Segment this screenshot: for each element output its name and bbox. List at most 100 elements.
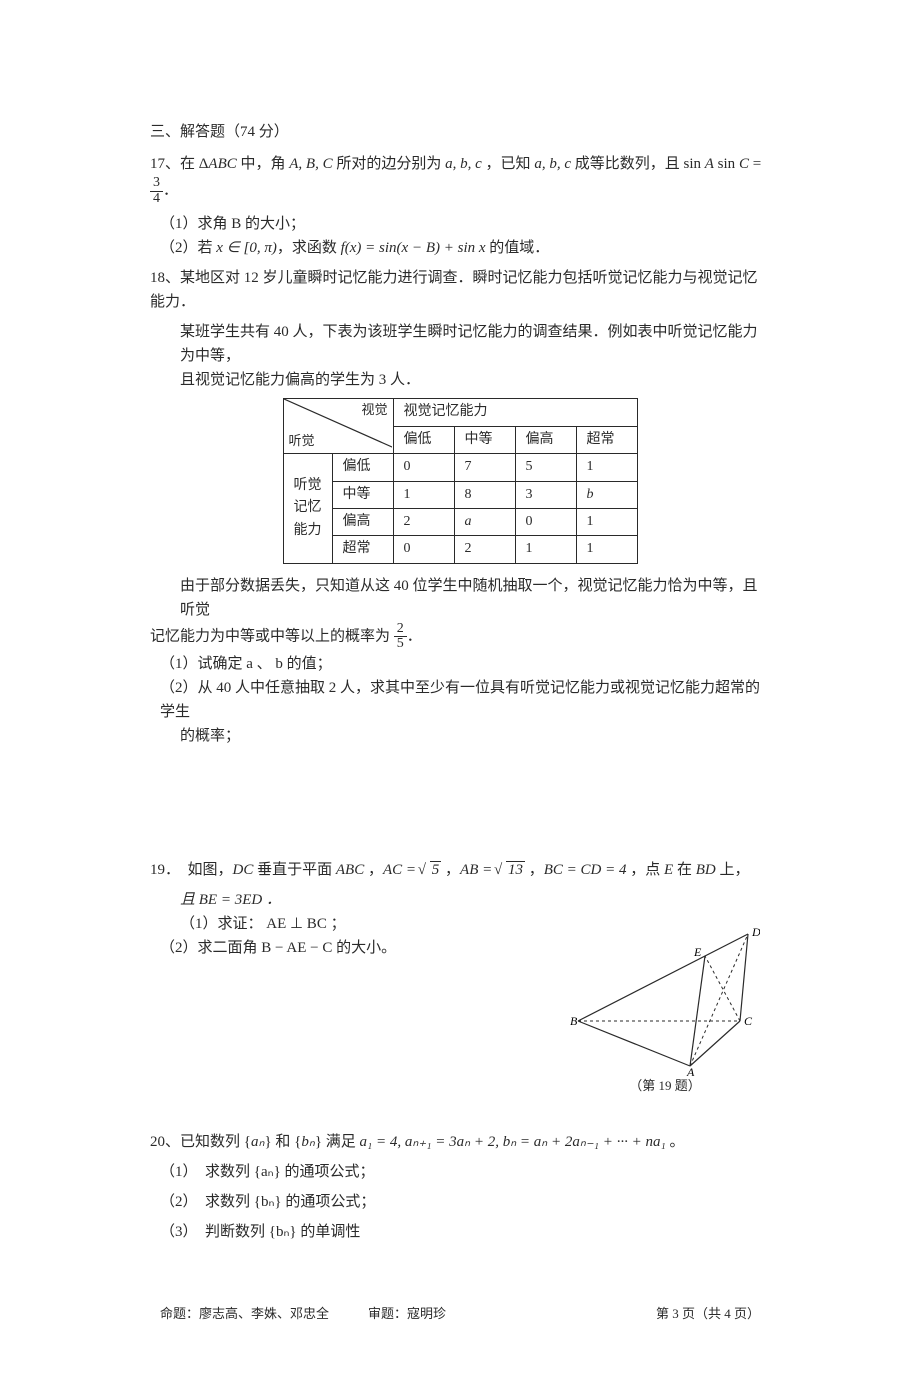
footer-left: 命题：廖志高、李姝、邓忠全 审题：寇明珍	[160, 1304, 446, 1325]
q19-l2: 且 BE = 3ED ．	[150, 888, 770, 912]
row-h: 偏低	[332, 454, 393, 481]
diag-header: 视觉 听觉	[283, 399, 393, 454]
q17-2a: （2）若	[160, 240, 216, 256]
q17-2: （2）若 x ∈ [0, π)，求函数 f(x) = sin(x − B) + …	[150, 236, 770, 260]
cell: 2	[454, 536, 515, 563]
section-title: 三、解答题（74 分）	[150, 120, 770, 144]
q18-2a: （2）从 40 人中任意抽取 2 人，求其中至少有一位具有听觉记忆能力或视觉记忆…	[150, 676, 770, 724]
cell: 8	[454, 481, 515, 508]
page-footer: 命题：廖志高、李姝、邓忠全 审题：寇明珍 第 3 页（共 4 页）	[150, 1304, 770, 1325]
q17-fx: f(x) = sin(x − B) + sin x	[341, 240, 486, 256]
q17-sides: a, b, c	[445, 156, 482, 172]
q18-l1: 18、某地区对 12 岁儿童瞬时记忆能力进行调查．瞬时记忆能力包括听觉记忆能力与…	[150, 266, 770, 314]
q20-t: 。	[666, 1134, 685, 1150]
frac-num: 3	[150, 176, 163, 192]
q18-1: （1）试确定 a 、 b 的值；	[150, 652, 770, 676]
q17-tail: ．	[163, 183, 178, 199]
cell: 5	[515, 454, 576, 481]
cell: 0	[393, 536, 454, 563]
col-h: 偏低	[393, 426, 454, 453]
q18-l2: 某班学生共有 40 人，下表为该班学生瞬时记忆能力的调查结果．例如表中听觉记忆能…	[150, 320, 770, 368]
q19-AB: AB =	[460, 862, 496, 878]
cell: 7	[454, 454, 515, 481]
q19-AC: AC =	[383, 862, 420, 878]
q18-l3: 且视觉记忆能力偏高的学生为 3 人．	[150, 368, 770, 392]
lbl-C: C	[744, 1014, 753, 1028]
q18-para1b: 记忆能力为中等或中等以上的概率为	[150, 628, 394, 644]
frac-num: 2	[394, 622, 407, 638]
q19-t: ，	[525, 862, 544, 878]
q17-A: A	[705, 156, 714, 172]
q19-l2-text: 且 BE = 3ED ．	[180, 892, 281, 908]
q17-text: =	[749, 156, 761, 172]
lbl-A: A	[686, 1065, 695, 1076]
q18-prob: 25	[394, 622, 407, 652]
cell: 2	[393, 508, 454, 535]
q18-2b: 的概率；	[150, 724, 770, 748]
q19-ABC: ABC	[336, 862, 364, 878]
cell: 1	[576, 454, 637, 481]
q18-table: 视觉 听觉 视觉记忆能力 偏低 中等 偏高 超常 听觉记忆能力 偏低 0 7 5…	[283, 398, 638, 563]
radicand: 5	[430, 861, 442, 878]
cell: b	[576, 481, 637, 508]
q19-t: 19． 如图，	[150, 862, 233, 878]
diag-bot: 听觉	[289, 431, 315, 452]
q20: 20、已知数列 {aₙ} 和 {bₙ} 满足 a₁ = 4, aₙ₊₁ = 3a…	[150, 1130, 770, 1154]
cell: a	[454, 508, 515, 535]
q17-text: 成等比数列，且 sin	[571, 156, 705, 172]
cell: 1	[576, 536, 637, 563]
q19-BCCD: BC = CD = 4	[544, 862, 627, 878]
q17-tri: ABC	[208, 156, 236, 172]
q17-text: 所对的边分别为	[333, 156, 446, 172]
q17-text: 17、在 Δ	[150, 156, 208, 172]
diag-top: 视觉	[361, 400, 387, 421]
q17-2b: ，求函数	[277, 240, 341, 256]
lbl-B: B	[570, 1014, 578, 1028]
q20-2: （2） 求数列 {bₙ} 的通项公式；	[150, 1190, 770, 1214]
q19-t: ，	[364, 862, 383, 878]
q19-BD: BD	[696, 862, 716, 878]
q20-t: 20、已知数列 {	[150, 1134, 251, 1150]
row-group: 听觉记忆能力	[283, 454, 332, 564]
q19: 19． 如图，DC 垂直于平面 ABC ，AC = 5 ，AB = 13 ，BC…	[150, 858, 770, 882]
q17-text: 中，角	[237, 156, 290, 172]
lbl-D: D	[751, 926, 760, 939]
cell: 1	[576, 508, 637, 535]
q20-3: （3） 判断数列 {bₙ} 的单调性	[150, 1220, 770, 1244]
col-h: 中等	[454, 426, 515, 453]
footer-right: 第 3 页（共 4 页）	[656, 1304, 760, 1325]
q18-para1c: ．	[407, 628, 422, 644]
col-group: 视觉记忆能力	[393, 399, 637, 426]
pyramid-icon: D E B C A	[570, 926, 760, 1076]
cell: 1	[515, 536, 576, 563]
q19-DC: DC	[233, 862, 254, 878]
q17-angles: A, B, C	[289, 156, 332, 172]
q17-frac: 34	[150, 176, 163, 206]
sqrt-icon: 13	[496, 858, 525, 882]
radicand: 13	[506, 861, 525, 878]
q17-text: ，已知	[482, 156, 535, 172]
frac-den: 4	[150, 192, 163, 207]
q20-t: } 和 {	[264, 1134, 301, 1150]
q20-t: } 满足	[315, 1134, 360, 1150]
q17-2c: 的值域．	[486, 240, 550, 256]
cell: 0	[393, 454, 454, 481]
cell: 3	[515, 481, 576, 508]
q20-bn: bₙ	[301, 1134, 314, 1150]
q17-xrange: x ∈ [0, π)	[216, 240, 277, 256]
q19-t: 垂直于平面	[253, 862, 336, 878]
row-h: 偏高	[332, 508, 393, 535]
q20-1: （1） 求数列 {aₙ} 的通项公式；	[150, 1160, 770, 1184]
q19-t: ，	[441, 862, 460, 878]
q19-caption: （第 19 题）	[570, 1076, 760, 1097]
q17-C: C	[739, 156, 749, 172]
q17-1: （1）求角 B 的大小；	[150, 212, 770, 236]
q18-para1a: 由于部分数据丢失，只知道从这 40 位学生中随机抽取一个，视觉记忆能力恰为中等，…	[150, 574, 770, 622]
q17: 17、在 ΔABC 中，角 A, B, C 所对的边分别为 a, b, c ，已…	[150, 152, 770, 206]
exam-page: 三、解答题（74 分） 17、在 ΔABC 中，角 A, B, C 所对的边分别…	[0, 0, 920, 1385]
q20-rel: a₁ = 4, aₙ₊₁ = 3aₙ + 2, bₙ = aₙ + 2aₙ₋₁ …	[360, 1134, 666, 1150]
col-h: 超常	[576, 426, 637, 453]
q17-text: sin	[714, 156, 739, 172]
frac-den: 5	[394, 637, 407, 652]
row-h: 超常	[332, 536, 393, 563]
